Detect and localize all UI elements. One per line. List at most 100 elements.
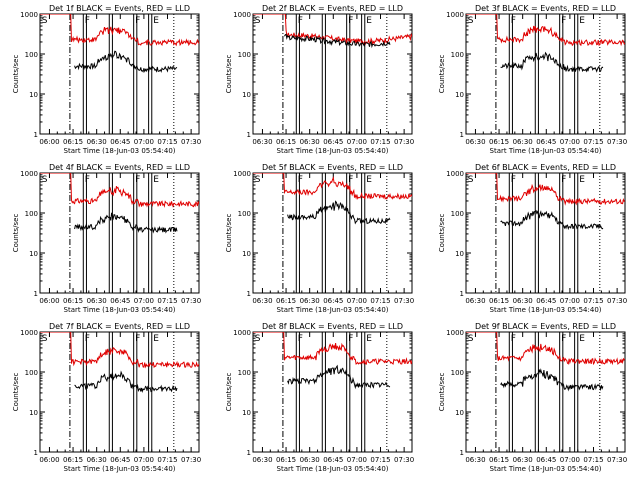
marker-letter: F — [298, 16, 303, 26]
chart-panel: Det 9f BLACK = Events, RED = LLD Counts/s… — [438, 322, 627, 473]
x-tick-label: 06:45 — [110, 456, 130, 464]
x-tick-label: 06:30 — [300, 297, 320, 305]
y-tick-label: 1000 — [446, 170, 464, 178]
y-tick-label: 100 — [451, 369, 464, 377]
x-axis-label: Start Time (18-Jun-03 05:54:40) — [64, 147, 176, 155]
y-tick-label: 1 — [247, 449, 251, 457]
marker-letter: E — [366, 16, 372, 26]
marker-letter: E — [366, 334, 372, 344]
x-tick-label: 06:45 — [323, 456, 343, 464]
x-axis-label: Start Time (18-Jun-03 05:54:40) — [490, 147, 602, 155]
x-tick-label: 07:15 — [370, 138, 390, 146]
x-tick-label: 06:45 — [110, 297, 130, 305]
x-tick-label: 06:30 — [252, 138, 272, 146]
x-tick-label: 06:45 — [536, 297, 556, 305]
events-series-line — [500, 209, 604, 231]
x-tick-label: 07:15 — [370, 297, 390, 305]
y-axis-label: Counts/sec — [438, 214, 446, 253]
y-tick-label: 1 — [460, 449, 464, 457]
x-tick-label: 07:00 — [134, 456, 154, 464]
marker-letter: S — [468, 175, 474, 185]
x-tick-label: 06:15 — [276, 456, 296, 464]
lld-series-line — [466, 332, 625, 366]
x-tick-label: 06:15 — [276, 297, 296, 305]
marker-letter: F — [298, 175, 303, 185]
chart-panel: Det 3f BLACK = Events, RED = LLD Counts/s… — [438, 4, 627, 155]
x-tick-label: 07:15 — [583, 138, 603, 146]
x-tick-label: 06:45 — [536, 138, 556, 146]
x-tick-label: 07:15 — [370, 456, 390, 464]
y-axis-label: Counts/sec — [225, 55, 233, 94]
x-tick-label: 06:45 — [323, 138, 343, 146]
x-tick-label: 07:00 — [347, 138, 367, 146]
y-tick-label: 1 — [247, 290, 251, 298]
y-tick-label: 10 — [29, 91, 38, 99]
x-tick-label: 07:15 — [157, 456, 177, 464]
marker-letter: E — [579, 16, 585, 26]
y-tick-label: 100 — [451, 210, 464, 218]
x-tick-label: 07:00 — [347, 456, 367, 464]
panel-title: Det 8f BLACK = Events, RED = LLD — [262, 322, 403, 331]
y-tick-label: 100 — [238, 51, 251, 59]
x-axis-label: Start Time (18-Jun-03 05:54:40) — [64, 465, 176, 473]
marker-letter: F — [298, 334, 303, 344]
y-axis-label: Counts/sec — [12, 214, 20, 253]
marker-letter: F — [135, 334, 140, 344]
marker-letter: F — [85, 175, 90, 185]
plot-frame — [465, 172, 626, 294]
panel-title: Det 1f BLACK = Events, RED = LLD — [49, 4, 190, 13]
y-tick-label: 1 — [460, 131, 464, 139]
marker-letter: E — [579, 334, 585, 344]
x-tick-label: 06:45 — [536, 456, 556, 464]
x-tick-label: 07:00 — [560, 456, 580, 464]
panel-title: Det 6f BLACK = Events, RED = LLD — [475, 163, 616, 172]
y-tick-label: 1000 — [233, 329, 251, 337]
events-series-line — [74, 212, 178, 234]
x-tick-label: 07:30 — [394, 138, 414, 146]
marker-letter: E — [579, 175, 585, 185]
y-tick-label: 100 — [25, 210, 38, 218]
plot-frame — [465, 331, 626, 453]
y-tick-label: 1000 — [233, 170, 251, 178]
chart-panel: Det 7f BLACK = Events, RED = LLD Counts/s… — [12, 322, 201, 473]
x-tick-label: 07:30 — [394, 297, 414, 305]
y-tick-label: 100 — [238, 210, 251, 218]
y-tick-label: 1000 — [20, 329, 38, 337]
y-tick-label: 10 — [242, 91, 251, 99]
events-series-line — [287, 364, 391, 390]
y-tick-label: 1 — [247, 131, 251, 139]
y-tick-label: 1000 — [446, 11, 464, 19]
x-tick-label: 06:00 — [39, 297, 59, 305]
y-axis-label: Counts/sec — [12, 55, 20, 94]
marker-letter: F — [511, 175, 516, 185]
x-tick-label: 07:15 — [157, 138, 177, 146]
marker-letter: F — [561, 16, 566, 26]
panel-title: Det 4f BLACK = Events, RED = LLD — [49, 163, 190, 172]
marker-letter: F — [85, 334, 90, 344]
events-series-line — [500, 51, 604, 73]
events-series-line — [287, 200, 391, 225]
y-tick-label: 10 — [242, 409, 251, 417]
y-tick-label: 100 — [451, 51, 464, 59]
marker-letter: F — [561, 334, 566, 344]
chart-panel: Det 4f BLACK = Events, RED = LLD Counts/s… — [12, 163, 201, 314]
x-tick-label: 06:15 — [489, 456, 509, 464]
marker-letter: S — [255, 334, 261, 344]
x-tick-label: 06:15 — [63, 297, 83, 305]
panel-title: Det 2f BLACK = Events, RED = LLD — [262, 4, 403, 13]
x-tick-label: 07:00 — [134, 138, 154, 146]
x-tick-label: 06:15 — [489, 297, 509, 305]
y-tick-label: 1 — [34, 290, 38, 298]
marker-letter: F — [135, 16, 140, 26]
x-tick-label: 07:30 — [607, 297, 627, 305]
y-tick-label: 10 — [455, 250, 464, 258]
y-tick-label: 10 — [455, 91, 464, 99]
x-tick-label: 07:15 — [583, 456, 603, 464]
lld-series-line — [466, 173, 625, 206]
x-tick-label: 06:30 — [252, 297, 272, 305]
y-tick-label: 100 — [238, 369, 251, 377]
marker-letter: E — [153, 16, 159, 26]
x-tick-label: 06:15 — [63, 456, 83, 464]
